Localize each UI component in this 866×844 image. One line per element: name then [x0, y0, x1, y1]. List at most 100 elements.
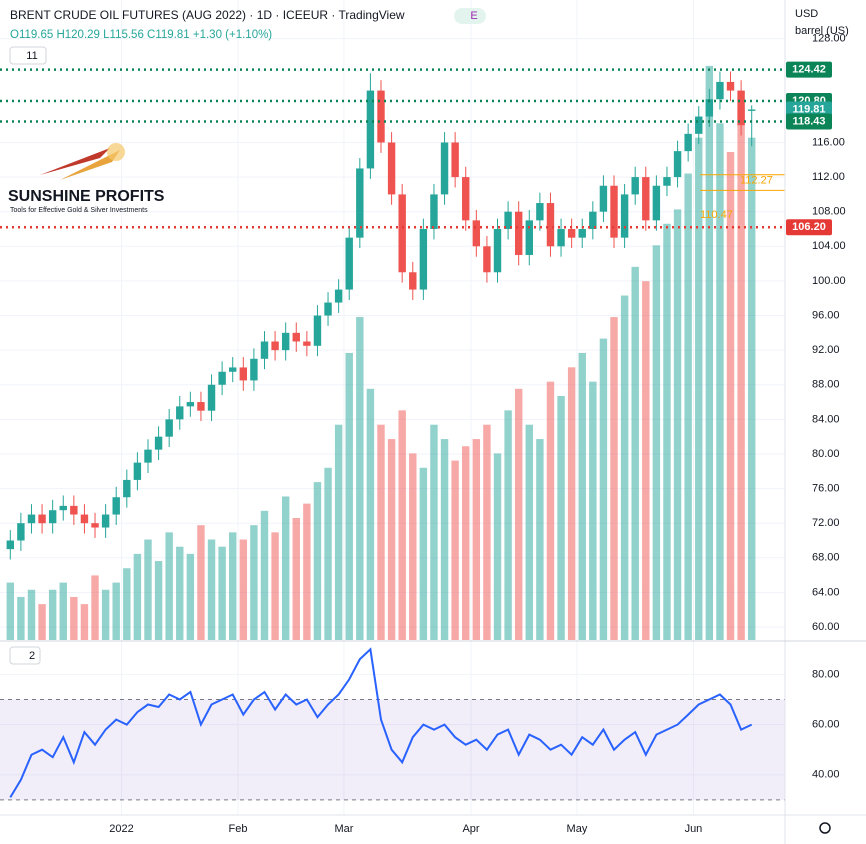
candle-body	[197, 402, 205, 411]
x-tick-label: May	[567, 823, 588, 835]
ohlc-legend: O119.65 H120.29 L115.56 C119.81 +1.30 (+…	[10, 29, 272, 41]
volume-bar	[472, 439, 481, 640]
candle-body	[737, 90, 745, 126]
volume-bar	[70, 596, 78, 640]
candle-body	[260, 341, 269, 359]
volume-bar	[451, 460, 459, 640]
volume-bar	[578, 352, 586, 640]
candle-body	[144, 449, 152, 463]
candle-body	[6, 540, 15, 550]
candle-body	[525, 220, 533, 255]
candle-body	[229, 367, 237, 372]
volume-bar	[695, 137, 703, 640]
volume-bar	[197, 525, 205, 640]
candle-body	[207, 384, 216, 411]
volume-bar	[229, 532, 237, 640]
y-tick-label: 76.00	[812, 482, 840, 494]
candle-body	[430, 194, 438, 230]
volume-bar	[17, 596, 25, 640]
volume-bar	[271, 532, 279, 640]
settings-icon[interactable]	[819, 822, 831, 834]
volume-bar	[747, 137, 756, 640]
y-tick-label: 80.00	[812, 668, 840, 680]
volume-bar	[80, 604, 89, 640]
volume-bar	[303, 503, 311, 640]
volume-bar	[207, 539, 216, 640]
volume-bar	[154, 561, 163, 640]
candle-body	[356, 168, 364, 238]
price-label-bg	[786, 61, 832, 78]
volume-bar	[334, 424, 343, 640]
candle-body	[652, 185, 661, 221]
candle-body	[112, 497, 120, 515]
volume-bar	[684, 173, 692, 640]
volume-bar	[239, 539, 248, 640]
candle-body	[377, 90, 385, 143]
volume-bar	[705, 65, 714, 641]
badge-bg	[454, 8, 486, 24]
y-tick-label: 68.00	[812, 552, 840, 564]
logo	[40, 143, 125, 180]
candle-body	[334, 289, 343, 303]
volume-bar	[430, 424, 438, 640]
volume-bar	[557, 396, 565, 640]
logo-subtitle: Tools for Effective Gold & Silver Invest…	[10, 207, 148, 214]
y-tick-label: 104.00	[812, 240, 846, 252]
candle-body	[186, 402, 195, 407]
candle-body	[747, 109, 756, 111]
candle-body	[440, 142, 449, 195]
volume-bar	[133, 553, 142, 640]
candle-body	[726, 81, 735, 91]
candle-body	[154, 436, 163, 450]
volume-bar	[610, 317, 618, 640]
candle-body	[493, 229, 502, 273]
level-label: 112.27	[740, 175, 773, 187]
volume-bar	[176, 546, 184, 640]
candle-body	[673, 151, 682, 178]
candle-body	[462, 177, 470, 221]
volume-bar	[144, 539, 152, 640]
candle-body	[483, 246, 491, 273]
rsi-pane-label: 2	[29, 650, 35, 662]
volume-bar	[281, 496, 290, 640]
candle-body	[303, 341, 311, 346]
y-tick-label: 80.00	[812, 448, 840, 460]
candle-body	[48, 510, 57, 524]
y-tick-label: 96.00	[812, 309, 840, 321]
volume-bar	[356, 317, 364, 640]
volume-bar	[165, 532, 173, 640]
unit[interactable]: barrel (US)	[795, 25, 849, 37]
candle-body	[165, 419, 173, 437]
candle-body	[123, 479, 131, 498]
candle-body	[620, 194, 629, 238]
y-tick-label: 92.00	[812, 344, 840, 356]
price-pane-label: 11	[26, 50, 37, 62]
candle-body	[546, 203, 555, 247]
volume-bar	[345, 352, 353, 640]
volume-bar	[59, 582, 67, 640]
currency[interactable]: USD	[795, 8, 818, 20]
candle-body	[133, 462, 142, 480]
x-tick-label: 2022	[109, 823, 133, 835]
volume-bar	[483, 424, 491, 640]
y-tick-label: 64.00	[812, 586, 840, 598]
candle-body	[27, 514, 36, 524]
volume-bar	[398, 410, 406, 640]
logo-ray	[40, 148, 110, 175]
volume-bar	[218, 546, 226, 640]
y-tick-label: 128.00	[812, 33, 846, 45]
volume-bar	[631, 266, 639, 640]
candle-body	[239, 367, 248, 381]
volume-bar	[419, 467, 428, 640]
volume-bar	[250, 525, 258, 640]
indicator-toggle[interactable]	[9, 46, 47, 65]
candle-body	[684, 133, 692, 152]
volume-bar	[493, 453, 502, 640]
candle-body	[567, 229, 576, 238]
price-label: 106.20	[792, 221, 826, 233]
price-label-bg	[786, 219, 832, 236]
indicator-toggle[interactable]	[9, 646, 41, 665]
price-label: 119.81	[792, 103, 825, 115]
volume-bar	[260, 510, 269, 640]
